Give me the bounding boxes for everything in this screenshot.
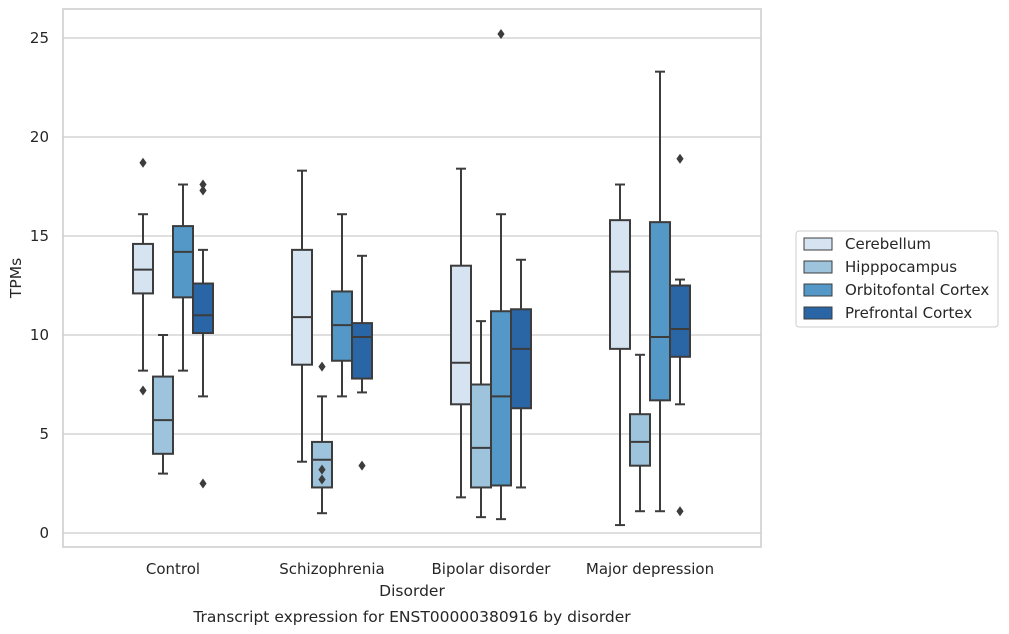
iqr-box (351, 322, 373, 380)
box-cerebellum-3 (609, 183, 631, 527)
x-tick-label: Schizophrenia (279, 560, 384, 578)
box-hipppocampus-0 (152, 334, 174, 475)
x-tick-label: Major depression (586, 560, 714, 578)
outlier-marker (318, 361, 326, 372)
legend: Cerebellum Hipppocampus Orbitofontal Corte… (795, 230, 999, 328)
legend-label: Hipppocampus (845, 258, 957, 276)
box-orbitofontal-cortex-1 (331, 213, 353, 398)
y-tick-label: 0 (39, 524, 49, 542)
legend-swatch (803, 306, 833, 320)
iqr-box (470, 383, 492, 489)
box-prefrontal-cortex-1 (351, 254, 373, 471)
outlier-marker (199, 478, 207, 489)
iqr-box (291, 248, 313, 366)
x-tick-label: Bipolar disorder (432, 560, 552, 578)
legend-swatch (803, 283, 833, 297)
iqr-box (669, 284, 691, 358)
outlier-marker (139, 157, 147, 168)
x-tick-labels: Control Schizophrenia Bipolar disorder Majo… (146, 560, 714, 578)
legend-label: Orbitofontal Cortex (845, 281, 989, 299)
y-tick-labels: 0 5 10 15 20 25 (30, 29, 49, 542)
legend-label: Prefrontal Cortex (845, 304, 972, 322)
x-tick-label: Control (146, 560, 200, 578)
box-orbitofontal-cortex-0 (172, 183, 194, 372)
box-prefrontal-cortex-3 (669, 153, 691, 517)
y-tick-label: 10 (30, 326, 49, 344)
box-hipppocampus-2 (470, 320, 492, 519)
iqr-box (609, 219, 631, 350)
outlier-marker (676, 506, 684, 517)
outlier-marker (358, 460, 366, 471)
box-prefrontal-cortex-0 (192, 179, 214, 489)
chart-caption: Transcript expression for ENST0000038091… (192, 608, 631, 626)
box-hipppocampus-1 (311, 361, 333, 515)
iqr-box (172, 225, 194, 299)
outlier-marker (497, 29, 505, 40)
y-tick-label: 20 (30, 128, 49, 146)
boxes (132, 29, 691, 527)
outlier-marker (318, 474, 326, 485)
iqr-box (450, 264, 472, 406)
box-cerebellum-0 (132, 157, 154, 396)
outlier-marker (139, 385, 147, 396)
iqr-box (629, 413, 651, 467)
iqr-box (152, 375, 174, 455)
y-axis-label: TPMs (7, 258, 25, 299)
plot-frame (62, 8, 762, 548)
box-prefrontal-cortex-2 (510, 258, 532, 489)
legend-label: Cerebellum (845, 235, 931, 253)
x-axis-label: Disorder (379, 582, 445, 600)
outlier-marker (199, 185, 207, 196)
outlier-marker (676, 153, 684, 164)
y-tick-label: 15 (30, 227, 49, 245)
box-cerebellum-1 (291, 169, 313, 463)
outlier-marker (318, 464, 326, 475)
legend-frame (795, 230, 999, 328)
iqr-box (649, 221, 671, 402)
iqr-box (192, 282, 214, 335)
iqr-box (510, 308, 532, 410)
box-orbitofontal-cortex-2 (490, 29, 512, 521)
iqr-box (490, 310, 512, 487)
outlier-marker (199, 179, 207, 190)
y-tick-label: 25 (30, 29, 49, 47)
legend-swatch (803, 260, 833, 274)
legend-swatch (803, 237, 833, 251)
y-tick-label: 5 (39, 425, 49, 443)
box-hipppocampus-3 (629, 353, 651, 513)
box-cerebellum-2 (450, 167, 472, 499)
